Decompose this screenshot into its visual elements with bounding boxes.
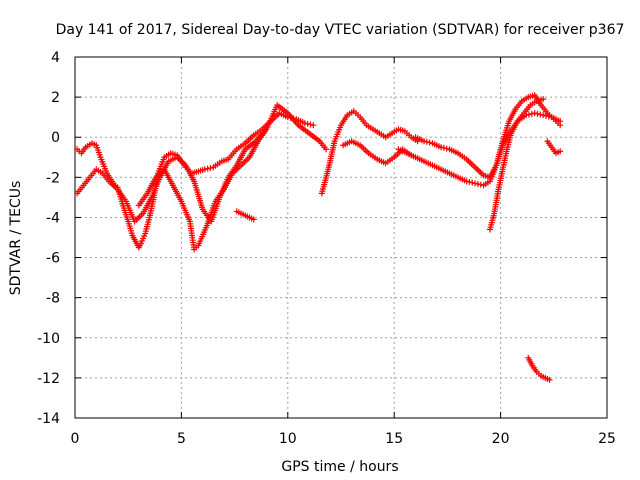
x-tick-label: 0 <box>71 431 80 447</box>
data-point <box>540 96 547 103</box>
y-tick-label: 2 <box>51 90 60 106</box>
series-track-e <box>318 108 421 197</box>
data-point <box>545 113 552 120</box>
data-point <box>204 165 211 172</box>
grid <box>75 57 607 418</box>
data-point <box>307 121 314 128</box>
series-track-k <box>525 354 553 383</box>
y-tick-label: -12 <box>37 371 60 387</box>
data-point <box>534 110 541 117</box>
x-tick-label: 20 <box>492 431 510 447</box>
data-point <box>466 179 473 186</box>
y-tick-label: -10 <box>37 331 60 347</box>
data-point <box>528 110 535 117</box>
data-point <box>469 179 476 186</box>
data-point <box>542 112 549 119</box>
y-tick-label: -2 <box>46 170 60 186</box>
x-tick-label: 25 <box>598 431 616 447</box>
series-track-b <box>74 102 330 225</box>
chart-title: Day 141 of 2017, Sidereal Day-to-day VTE… <box>56 22 625 38</box>
data-point <box>250 216 257 223</box>
data-point <box>426 139 433 146</box>
x-axis-label: GPS time / hours <box>281 459 398 475</box>
data-point <box>474 181 481 188</box>
series-track-c <box>135 126 270 253</box>
y-axis: -14 -12 -10 -8 -6 -4 -2 0 2 4 <box>37 50 607 427</box>
plot-frame <box>74 56 608 419</box>
data-point <box>438 144 445 151</box>
data-point <box>201 166 208 173</box>
series-track-i <box>486 96 547 233</box>
data-point <box>557 118 564 125</box>
y-axis-label: SDTVAR / TECUs <box>8 181 24 296</box>
data-point <box>531 110 538 117</box>
data-point <box>263 126 270 133</box>
y-tick-label: -8 <box>46 291 60 307</box>
data-point <box>440 144 447 151</box>
data-point <box>301 120 308 127</box>
data-point <box>207 164 214 171</box>
data-point <box>420 138 427 145</box>
x-axis: 0 5 10 15 20 25 <box>71 57 616 447</box>
data-point <box>477 181 484 188</box>
y-tick-label: -14 <box>37 411 60 427</box>
data-point <box>546 376 553 383</box>
x-tick-label: 5 <box>177 431 186 447</box>
data-point <box>463 178 470 185</box>
data-point <box>540 112 547 119</box>
data-point <box>443 145 450 152</box>
series-track-h <box>412 110 564 181</box>
y-tick-label: 0 <box>51 130 60 146</box>
data-points <box>74 92 564 383</box>
series-track-d <box>233 208 257 223</box>
data-point <box>304 120 311 127</box>
x-tick-label: 15 <box>385 431 403 447</box>
y-tick-label: -4 <box>46 210 60 226</box>
y-tick-label: 4 <box>51 50 60 66</box>
y-tick-label: -6 <box>46 251 60 267</box>
series-track-j <box>544 138 564 157</box>
data-point <box>310 122 317 129</box>
data-point <box>472 180 479 187</box>
data-point <box>537 111 544 118</box>
data-point <box>557 148 564 155</box>
x-tick-label: 10 <box>279 431 297 447</box>
data-point <box>525 111 532 118</box>
data-point <box>323 146 330 153</box>
data-point <box>423 138 430 145</box>
